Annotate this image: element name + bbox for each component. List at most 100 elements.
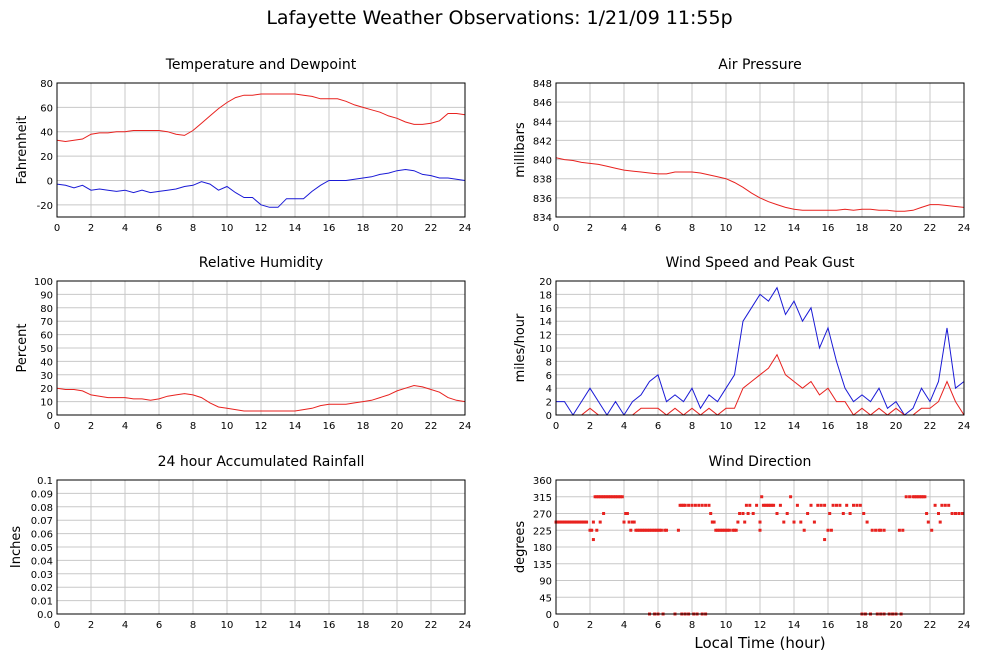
y-tick-label: 8: [546, 357, 552, 368]
wind-direction-point: [874, 528, 878, 532]
x-tick-label: 20: [391, 223, 404, 234]
wind-direction-point: [612, 495, 616, 499]
y-tick-label: 315: [533, 493, 552, 504]
y-tick-label: 0.03: [31, 570, 53, 581]
wind-direction-point: [591, 538, 595, 542]
wind-direction-point: [855, 503, 859, 507]
temp-series-line-red: [56, 93, 466, 143]
wind-direction-point: [744, 503, 748, 507]
x-tick-label: 22: [425, 223, 438, 234]
y-tick-label: 0.07: [31, 516, 53, 527]
wind-direction-point: [608, 495, 612, 499]
wind-direction-point: [712, 520, 716, 524]
plot-frame: [555, 479, 965, 615]
wind-direction-point: [574, 520, 578, 524]
wind-direction-point: [663, 528, 667, 532]
wind-direction-point: [724, 528, 728, 532]
wind-direction-point: [916, 495, 920, 499]
chart-title: Wind Speed and Peak Gust: [666, 255, 855, 271]
x-tick-label: 18: [856, 421, 869, 432]
wind-direction-point: [862, 512, 866, 515]
wind-direction-point: [826, 528, 830, 532]
x-tick-label: 6: [156, 421, 162, 432]
x-tick-label: 16: [822, 223, 835, 234]
y-tick-label: 40: [40, 357, 53, 368]
wind-direction-point: [704, 503, 708, 507]
wind-direction-point: [624, 512, 628, 515]
wind-direction-point: [629, 528, 633, 532]
wind-direction-point: [597, 495, 600, 499]
wind-direction-point: [598, 520, 602, 524]
x-tick-label: 2: [587, 421, 593, 432]
wind-direction-point: [563, 520, 566, 524]
wind-direction-point: [775, 512, 779, 515]
x-tick-label: 14: [788, 421, 801, 432]
wind-direction-point: [559, 520, 563, 524]
wind-direction-point: [960, 512, 964, 515]
x-tick-label: 18: [357, 421, 370, 432]
x-tick-label: 8: [190, 421, 196, 432]
wind-direction-point: [627, 520, 631, 524]
wind-direction-point: [697, 503, 701, 507]
wind-direction-point: [816, 503, 820, 507]
wind-direction-point: [940, 503, 944, 507]
wind-direction-point: [785, 512, 789, 515]
y-tick-label: 0: [546, 610, 552, 621]
y-tick-label: 848: [533, 79, 552, 90]
x-tick-label: 0: [54, 421, 60, 432]
x-tick-label: 20: [890, 421, 903, 432]
wind-direction-point: [819, 503, 823, 507]
y-tick-label: 70: [40, 317, 53, 328]
wind-direction-point: [758, 520, 762, 524]
wind-direction-point: [642, 528, 646, 532]
wind-direction-point: [676, 528, 680, 532]
y-tick-label: 180: [533, 543, 552, 554]
wind-direction-point: [602, 512, 606, 515]
wind-direction-point: [751, 512, 755, 515]
plot-frame: [555, 82, 965, 218]
wind-direction-point: [707, 503, 711, 507]
wind-direction-point: [641, 528, 645, 532]
wind-direction-point: [731, 528, 735, 532]
chart-title: Relative Humidity: [199, 255, 323, 271]
wind-direction-point: [632, 520, 636, 524]
wind-direction-point: [772, 503, 776, 507]
wind-direction-point: [557, 520, 561, 524]
page-title: Lafayette Weather Observations: 1/21/09 …: [266, 7, 733, 29]
wind-direction-point: [770, 503, 774, 507]
wind-direction-point: [947, 503, 951, 507]
y-axis-label: Fahrenheit: [15, 116, 30, 185]
y-axis-label: miles/hour: [513, 313, 528, 382]
chart-title: Air Pressure: [718, 57, 801, 73]
wind-direction-point: [748, 503, 752, 507]
y-tick-label: 60: [40, 103, 53, 114]
wind-direction-point: [683, 503, 687, 507]
wind-direction-point: [937, 512, 940, 515]
wind-direction-point: [556, 520, 560, 524]
wind-direction-point: [904, 495, 908, 499]
y-tick-label: 14: [539, 317, 552, 328]
y-axis-label: millibars: [513, 122, 528, 178]
wind-direction-point: [768, 503, 772, 507]
y-tick-label: 45: [539, 593, 552, 604]
x-tick-label: 16: [323, 620, 336, 631]
y-tick-label: 0.08: [31, 503, 53, 514]
wind-direction-point: [700, 503, 704, 507]
wind-direction-point: [583, 520, 587, 524]
y-tick-label: 100: [34, 277, 53, 288]
wind-direction-point: [795, 503, 799, 507]
wind-direction-point: [714, 528, 718, 532]
y-tick-label: 840: [533, 156, 552, 167]
x-tick-label: 6: [655, 223, 661, 234]
wind-direction-point: [829, 528, 833, 532]
wind-direction-point: [580, 520, 583, 524]
wind-direction-point: [619, 495, 623, 499]
x-tick-label: 6: [156, 620, 162, 631]
x-tick-label: 24: [459, 421, 472, 432]
wind-direction-point: [636, 528, 640, 532]
y-tick-label: 0: [546, 411, 552, 422]
wind-direction-point: [746, 512, 750, 515]
